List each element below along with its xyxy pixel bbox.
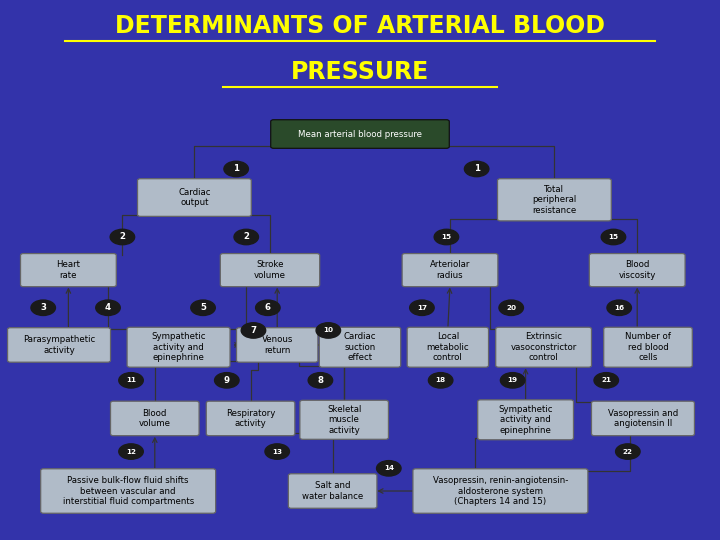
Text: Arteriolar
radius: Arteriolar radius: [430, 260, 470, 280]
Text: Venous
return: Venous return: [261, 335, 293, 355]
Text: Salt and
water balance: Salt and water balance: [302, 481, 364, 501]
Circle shape: [601, 230, 626, 245]
Circle shape: [410, 300, 434, 315]
FancyBboxPatch shape: [590, 254, 685, 287]
FancyBboxPatch shape: [111, 401, 199, 436]
Circle shape: [110, 230, 135, 245]
Circle shape: [215, 373, 239, 388]
Text: Local
metabolic
control: Local metabolic control: [426, 332, 469, 362]
Text: DETERMINANTS OF ARTERIAL BLOOD: DETERMINANTS OF ARTERIAL BLOOD: [115, 14, 605, 38]
Text: 20: 20: [506, 305, 516, 310]
Text: 10: 10: [323, 327, 333, 333]
Circle shape: [428, 373, 453, 388]
Circle shape: [434, 230, 459, 245]
Text: Parasympathetic
activity: Parasympathetic activity: [23, 335, 95, 355]
Text: Respiratory
activity: Respiratory activity: [226, 409, 275, 428]
Text: Stroke
volume: Stroke volume: [254, 260, 286, 280]
Text: Vasopressin, renin-angiotensin-
aldosterone system
(Chapters 14 and 15): Vasopressin, renin-angiotensin- aldoster…: [433, 476, 568, 506]
FancyBboxPatch shape: [498, 179, 611, 221]
Text: 18: 18: [436, 377, 446, 383]
FancyBboxPatch shape: [592, 401, 695, 436]
Text: Heart
rate: Heart rate: [56, 260, 81, 280]
Text: Vasopressin and
angiotensin II: Vasopressin and angiotensin II: [608, 409, 678, 428]
Circle shape: [119, 373, 143, 388]
Text: Blood
volume: Blood volume: [139, 409, 171, 428]
Circle shape: [316, 323, 341, 338]
FancyBboxPatch shape: [603, 327, 693, 367]
Text: 1: 1: [233, 165, 239, 173]
Text: 22: 22: [623, 449, 633, 455]
Circle shape: [594, 373, 618, 388]
Text: 9: 9: [224, 376, 230, 385]
Text: 17: 17: [417, 305, 427, 310]
Text: Cardiac
output: Cardiac output: [178, 188, 211, 207]
FancyBboxPatch shape: [236, 328, 318, 362]
Text: 6: 6: [265, 303, 271, 312]
Text: PRESSURE: PRESSURE: [291, 59, 429, 84]
Circle shape: [224, 161, 248, 177]
FancyBboxPatch shape: [271, 120, 449, 148]
Text: Skeletal
muscle
activity: Skeletal muscle activity: [327, 405, 361, 435]
Text: 5: 5: [200, 303, 206, 312]
Text: 3: 3: [40, 303, 46, 312]
Text: Mean arterial blood pressure: Mean arterial blood pressure: [298, 130, 422, 139]
FancyBboxPatch shape: [408, 327, 488, 367]
Text: 16: 16: [614, 305, 624, 310]
Circle shape: [607, 300, 631, 315]
FancyBboxPatch shape: [138, 179, 251, 217]
Circle shape: [265, 444, 289, 459]
Circle shape: [377, 461, 401, 476]
Text: 2: 2: [243, 233, 249, 241]
FancyBboxPatch shape: [496, 327, 592, 367]
FancyBboxPatch shape: [7, 328, 111, 362]
Circle shape: [234, 230, 258, 245]
Text: 2: 2: [120, 233, 125, 241]
Text: 4: 4: [105, 303, 111, 312]
Circle shape: [256, 300, 280, 315]
Circle shape: [308, 373, 333, 388]
FancyBboxPatch shape: [300, 400, 389, 440]
Circle shape: [119, 444, 143, 459]
FancyBboxPatch shape: [288, 474, 377, 508]
Text: Sympathetic
activity and
epinephrine: Sympathetic activity and epinephrine: [151, 332, 206, 362]
FancyBboxPatch shape: [20, 254, 117, 287]
Text: Passive bulk-flow fluid shifts
between vascular and
interstitial fluid compartme: Passive bulk-flow fluid shifts between v…: [63, 476, 194, 506]
Circle shape: [616, 444, 640, 459]
Text: Sympathetic
activity and
epinephrine: Sympathetic activity and epinephrine: [498, 405, 553, 435]
Circle shape: [96, 300, 120, 315]
Circle shape: [500, 373, 525, 388]
FancyBboxPatch shape: [220, 254, 320, 287]
FancyBboxPatch shape: [40, 469, 216, 513]
FancyBboxPatch shape: [478, 400, 574, 440]
Text: 8: 8: [318, 376, 323, 385]
Text: 7: 7: [251, 326, 256, 335]
Text: Total
peripheral
resistance: Total peripheral resistance: [532, 185, 577, 215]
FancyBboxPatch shape: [402, 254, 498, 287]
Text: 21: 21: [601, 377, 611, 383]
Text: Number of
red blood
cells: Number of red blood cells: [625, 332, 671, 362]
Text: 13: 13: [272, 449, 282, 455]
Text: 15: 15: [608, 234, 618, 240]
Text: Extrinsic
vasoconstrictor
control: Extrinsic vasoconstrictor control: [510, 332, 577, 362]
Circle shape: [464, 161, 489, 177]
Text: 1: 1: [474, 165, 480, 173]
Text: 19: 19: [508, 377, 518, 383]
FancyBboxPatch shape: [206, 401, 295, 436]
Circle shape: [241, 323, 266, 338]
FancyBboxPatch shape: [413, 469, 588, 513]
Circle shape: [31, 300, 55, 315]
FancyBboxPatch shape: [320, 327, 400, 367]
Text: Blood
viscosity: Blood viscosity: [618, 260, 656, 280]
Text: Cardiac
suction
effect: Cardiac suction effect: [343, 332, 377, 362]
Text: 15: 15: [441, 234, 451, 240]
FancyBboxPatch shape: [127, 327, 230, 367]
Circle shape: [191, 300, 215, 315]
Circle shape: [499, 300, 523, 315]
Text: 11: 11: [126, 377, 136, 383]
Text: 12: 12: [126, 449, 136, 455]
Text: 14: 14: [384, 465, 394, 471]
